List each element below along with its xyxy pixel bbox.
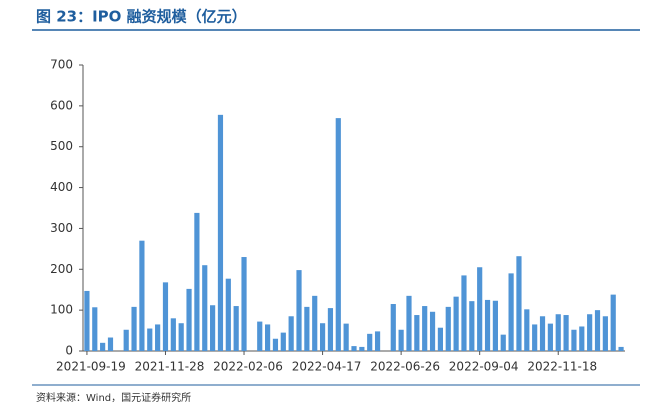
bar [484, 299, 491, 351]
source-note: 资料来源：Wind，国元证券研究所 [36, 391, 191, 404]
x-tick-label: 2022-02-06 [213, 360, 283, 374]
bar [500, 334, 506, 351]
bar [233, 306, 239, 351]
bar [390, 304, 396, 351]
bar [100, 342, 106, 351]
bar [594, 310, 601, 351]
y-tick-label: 400 [50, 180, 73, 194]
bar [477, 267, 483, 351]
bar [508, 273, 514, 351]
y-tick-label: 600 [50, 98, 73, 112]
bar [374, 331, 381, 351]
y-tick-label: 100 [50, 303, 73, 317]
bar [579, 326, 585, 351]
bar [123, 329, 129, 351]
bar [280, 332, 286, 351]
bar [429, 311, 436, 351]
y-tick-label: 300 [50, 221, 73, 235]
y-tick-label: 200 [50, 262, 73, 276]
bar [265, 324, 271, 351]
bar [162, 282, 169, 351]
bar [131, 306, 137, 351]
bar [288, 316, 294, 351]
bar [147, 328, 153, 351]
bar [319, 323, 326, 351]
bar [139, 240, 145, 351]
x-tick-label: 2022-11-18 [527, 360, 597, 374]
bar [202, 265, 208, 351]
bar [327, 308, 334, 351]
bar [437, 327, 443, 351]
bar [186, 288, 192, 351]
bar [155, 324, 161, 351]
bar [524, 309, 530, 351]
bar [107, 337, 114, 351]
bar [563, 315, 569, 351]
bar [241, 257, 247, 351]
bar [618, 346, 624, 351]
bar [335, 118, 341, 351]
bar [84, 290, 90, 351]
bar [210, 305, 216, 351]
bar [492, 300, 498, 351]
bar [587, 314, 593, 351]
bar [547, 323, 553, 351]
bar [398, 329, 404, 351]
bar [170, 318, 176, 351]
bar [571, 329, 577, 351]
x-tick-label: 2022-04-17 [292, 360, 362, 374]
bar [367, 333, 373, 351]
bar [194, 212, 200, 351]
bar [414, 315, 420, 351]
bar [539, 316, 546, 351]
bar [312, 295, 318, 351]
bar [406, 295, 412, 351]
bar [532, 324, 538, 351]
bar [217, 114, 224, 352]
bar [555, 314, 561, 351]
bar [610, 294, 616, 351]
bar [343, 323, 349, 351]
y-tick-label: 500 [50, 139, 73, 153]
bar [178, 323, 184, 351]
bar [422, 306, 428, 351]
bar [296, 270, 302, 351]
chart-title: 图 23：IPO 融资规模（亿元） [36, 8, 247, 26]
y-tick-label: 700 [50, 58, 73, 72]
bar [257, 321, 263, 351]
bar [516, 256, 522, 351]
bar [359, 346, 365, 351]
bar [469, 301, 475, 351]
bar [304, 306, 310, 351]
bar [225, 278, 231, 351]
y-tick-label: 0 [65, 344, 73, 358]
bar [92, 307, 98, 351]
x-tick-label: 2021-11-28 [135, 360, 205, 374]
x-tick-label: 2022-06-26 [370, 360, 440, 374]
bar [351, 346, 357, 351]
bar [272, 338, 279, 351]
bar [453, 296, 459, 351]
x-tick-label: 2021-09-19 [56, 360, 126, 374]
bar [602, 316, 608, 351]
bar [445, 306, 451, 351]
bar [461, 275, 467, 351]
x-tick-label: 2022-09-04 [449, 360, 519, 374]
